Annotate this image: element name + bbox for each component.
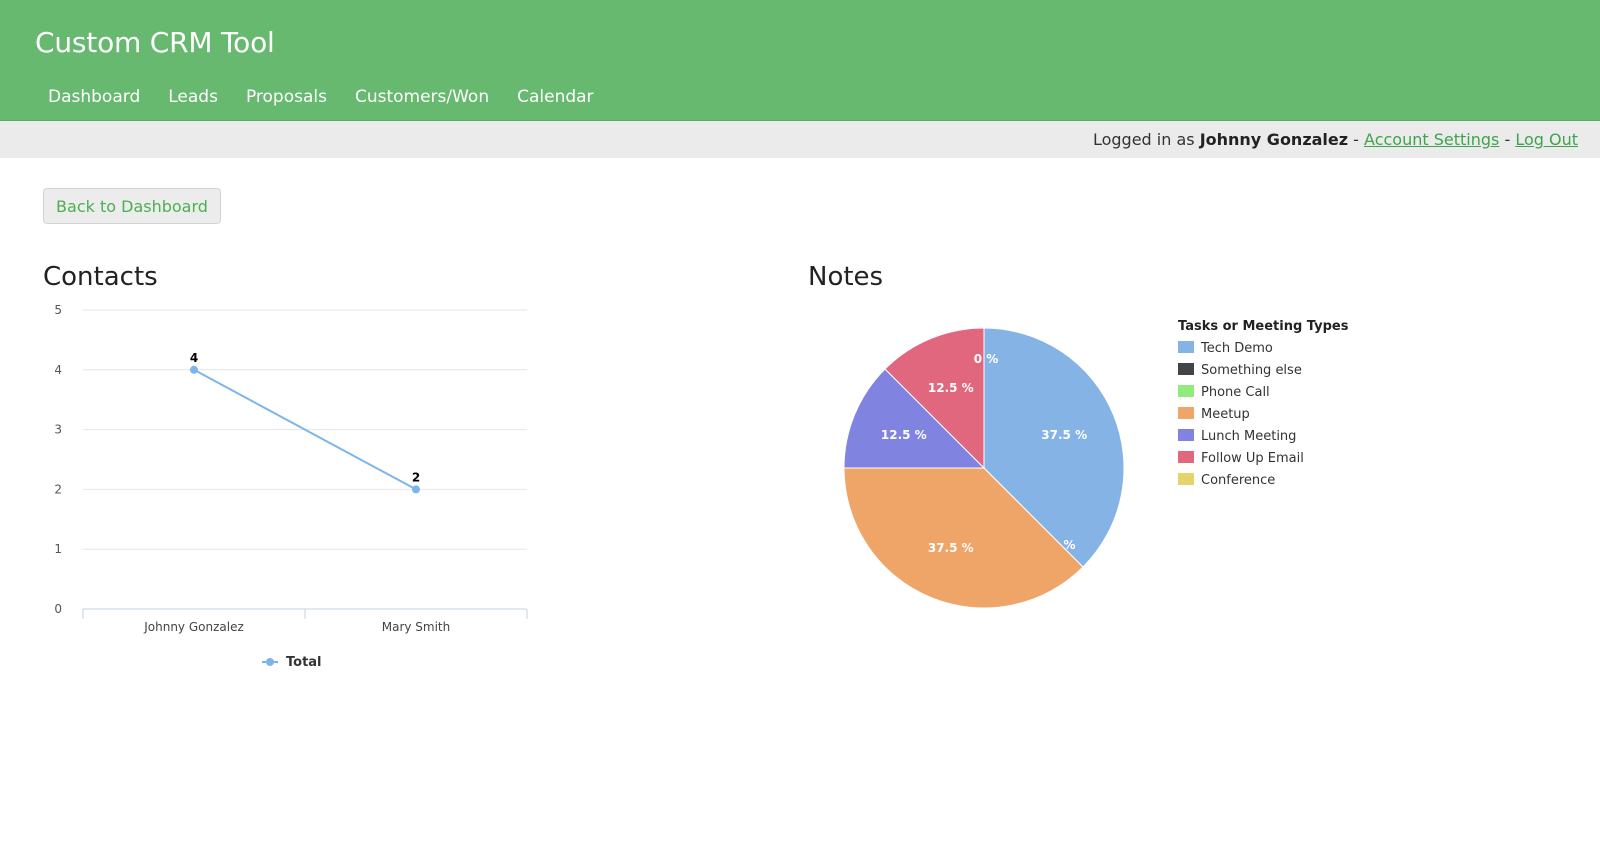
log-out-link[interactable]: Log Out: [1515, 130, 1578, 149]
nav-proposals[interactable]: Proposals: [245, 87, 327, 107]
nav-calendar[interactable]: Calendar: [517, 87, 594, 107]
series-line-total: [193, 368, 417, 491]
notes-pie-chart: 37.5 %0 %37.5 %12.5 %12.5 %0 %Tasks or M…: [843, 319, 1349, 609]
data-label: 4: [190, 351, 198, 365]
legend-item-label: Phone Call: [1201, 385, 1270, 400]
legend-swatch: [1178, 451, 1194, 463]
legend-title: Tasks or Meeting Types: [1178, 319, 1349, 334]
user-name: Johnny Gonzalez: [1199, 130, 1349, 149]
contacts-title: Contacts: [43, 262, 158, 292]
legend-item-label: Follow Up Email: [1201, 451, 1304, 466]
legend-item-label: Lunch Meeting: [1201, 429, 1296, 444]
pie-data-label: 37.5 %: [928, 541, 974, 555]
legend-swatch: [1178, 407, 1194, 419]
data-label: 2: [412, 470, 420, 484]
separator: -: [1353, 130, 1359, 149]
pie-data-label: 12.5 %: [881, 428, 927, 442]
notes-title: Notes: [808, 262, 884, 292]
pie-slice-tech-demo: [983, 327, 1125, 568]
separator: -: [1504, 130, 1511, 149]
main-nav: Dashboard Leads Proposals Customers/Won …: [34, 87, 608, 107]
x-tick-label: Johnny Gonzalez: [143, 620, 244, 634]
legend-swatch: [1178, 429, 1194, 441]
legend-swatch: [1178, 341, 1194, 353]
legend-item-label: Conference: [1201, 473, 1275, 488]
contacts-line-chart: 0 1 2 3 4 5 Johnny Gonzalez Mary Smith 4 2 Total: [54, 303, 528, 670]
pie-slice-lunch-meeting: [843, 368, 986, 469]
app-header: Custom CRM Tool Dashboard Leads Proposal…: [0, 0, 1600, 121]
user-bar: Logged in as Johnny Gonzalez - Account S…: [0, 121, 1600, 158]
data-point: [190, 365, 198, 374]
y-tick-label: 3: [54, 423, 62, 437]
legend-item-label: Tech Demo: [1200, 341, 1273, 356]
y-tick-label: 5: [54, 303, 62, 317]
pie-data-label: 0 %: [974, 352, 999, 366]
pie-slice-meetup: [843, 467, 1084, 609]
y-tick-label: 0: [54, 602, 62, 616]
nav-dashboard[interactable]: Dashboard: [48, 87, 141, 107]
x-tick-label: Mary Smith: [382, 620, 451, 634]
data-point: [412, 485, 420, 494]
y-tick-label: 1: [54, 542, 62, 556]
y-tick-label: 2: [54, 482, 62, 496]
back-to-dashboard-button[interactable]: Back to Dashboard: [43, 188, 221, 224]
legend-swatch: [1178, 473, 1194, 485]
pie-data-label: 37.5 %: [1041, 428, 1087, 442]
legend-label: Total: [286, 655, 322, 670]
legend-swatch: [1178, 363, 1194, 375]
user-status: Logged in as Johnny Gonzalez - Account S…: [1093, 130, 1578, 149]
legend-marker-icon: [266, 658, 274, 666]
app-title: Custom CRM Tool: [35, 26, 275, 59]
pie-data-label: 12.5 %: [928, 381, 974, 395]
pie-slice-follow-up-email: [884, 327, 985, 470]
account-settings-link[interactable]: Account Settings: [1364, 130, 1500, 149]
legend-swatch: [1178, 385, 1194, 397]
nav-customers-won[interactable]: Customers/Won: [354, 87, 490, 107]
legend-item-label: Meetup: [1201, 407, 1250, 422]
nav-leads[interactable]: Leads: [168, 87, 218, 107]
y-tick-label: 4: [54, 363, 62, 377]
legend-item-label: Something else: [1201, 363, 1302, 378]
logged-in-label: Logged in as: [1092, 130, 1195, 149]
